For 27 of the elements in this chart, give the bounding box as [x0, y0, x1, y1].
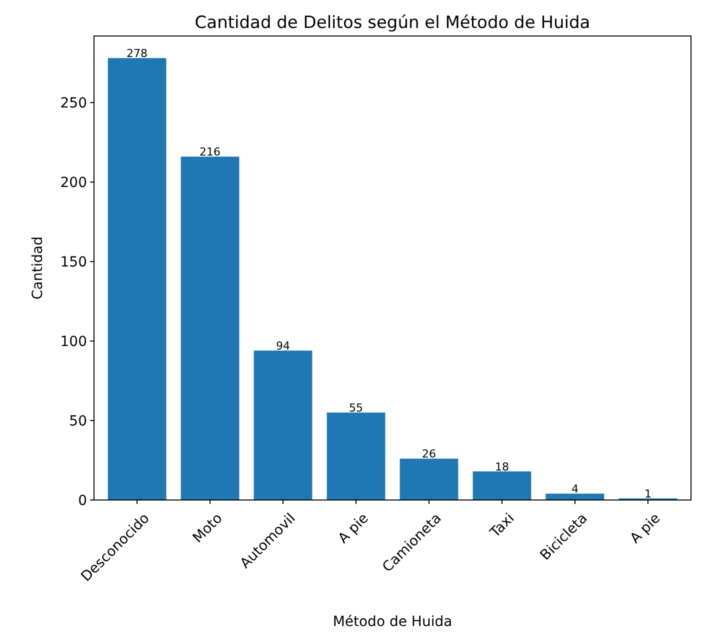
data-label: 216: [200, 146, 221, 159]
chart-title: Cantidad de Delitos según el Método de Huida: [194, 13, 590, 33]
bar: [326, 412, 386, 500]
bar: [400, 458, 458, 500]
bar: [108, 58, 166, 500]
x-axis-title: Método de Huida: [332, 614, 452, 630]
x-tick-label: Taxi: [486, 510, 518, 542]
data-label: 55: [349, 402, 364, 415]
y-axis-title: Cantidad: [30, 236, 46, 300]
y-tick-label: 0: [78, 492, 87, 509]
data-label: 18: [494, 460, 509, 474]
data-label: 278: [126, 47, 148, 60]
y-tick-label: 100: [60, 334, 87, 350]
bar: [254, 350, 312, 500]
data-label: 4: [571, 482, 578, 496]
y-tick-label: 200: [60, 174, 87, 191]
x-tick-label: A pie: [627, 510, 664, 547]
data-label: 1: [644, 487, 652, 500]
bar: [546, 494, 604, 500]
y-tick-label: 250: [60, 96, 87, 112]
y-tick-label: 50: [69, 413, 87, 430]
x-tick-label: A pie: [335, 510, 372, 547]
bar: [180, 156, 240, 500]
bar: [472, 471, 532, 500]
data-label: 94: [276, 340, 290, 353]
y-tick-label: 150: [60, 254, 87, 270]
data-label: 26: [422, 448, 436, 461]
